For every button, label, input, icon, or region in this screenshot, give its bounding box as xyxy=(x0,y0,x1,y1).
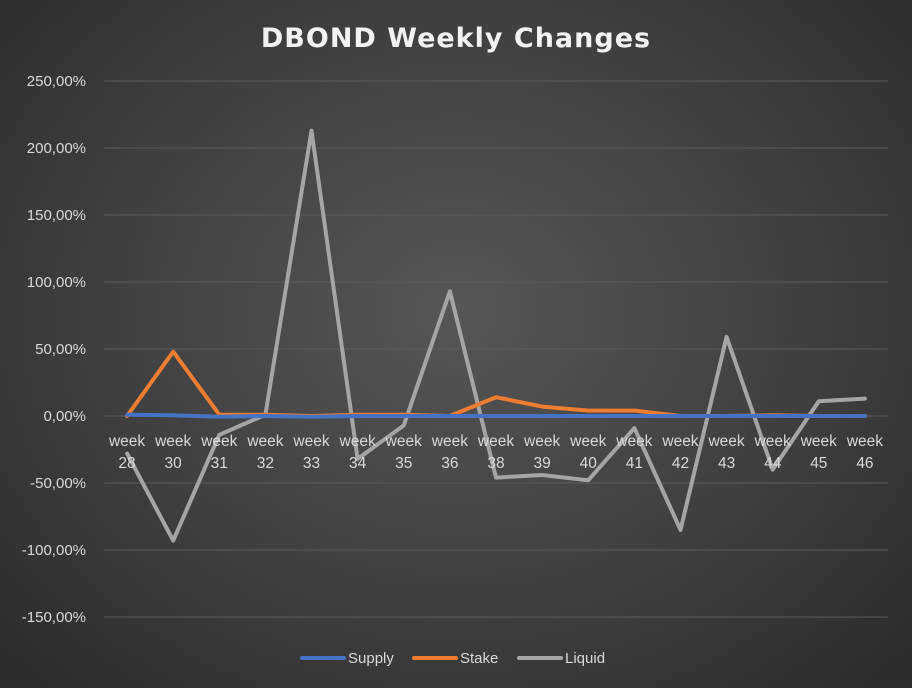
y-tick-label: -50,00% xyxy=(30,475,86,492)
x-tick-label: week 33 xyxy=(292,433,329,472)
x-tick-label: week 39 xyxy=(523,433,560,472)
x-tick-label: week 31 xyxy=(200,433,237,472)
legend-label-liquid: Liquid xyxy=(565,650,605,667)
y-axis-ticks: 250,00% 200,00% 150,00% 100,00% 50,00% 0,00% -… xyxy=(22,73,86,626)
x-tick-label: week 45 xyxy=(800,433,837,472)
x-tick-label: week 30 xyxy=(154,433,191,472)
chart-title: DBOND Weekly Changes xyxy=(261,23,651,54)
legend: Supply Stake Liquid xyxy=(300,650,605,667)
x-tick-label: week 40 xyxy=(569,433,606,472)
gridlines xyxy=(104,80,888,618)
series-line-supply xyxy=(125,412,867,419)
x-tick-label: week 44 xyxy=(754,433,791,472)
y-tick-label: 250,00% xyxy=(27,73,86,90)
series-line-liquid xyxy=(125,128,867,543)
series-lines xyxy=(125,128,867,543)
x-tick-label: week 36 xyxy=(431,433,468,472)
x-tick-label: week 35 xyxy=(385,433,422,472)
y-tick-label: -150,00% xyxy=(22,609,86,626)
x-tick-label: week 28 xyxy=(108,433,145,472)
y-tick-label: 0,00% xyxy=(43,408,86,425)
legend-label-supply: Supply xyxy=(348,650,394,667)
y-tick-label: 200,00% xyxy=(27,140,86,157)
y-tick-label: 100,00% xyxy=(27,274,86,291)
x-tick-label: week 32 xyxy=(246,433,283,472)
x-tick-label: week 43 xyxy=(707,433,744,472)
x-tick-label: week 41 xyxy=(615,433,652,472)
x-tick-label: week 38 xyxy=(477,433,514,472)
x-tick-label: week 46 xyxy=(846,433,883,472)
y-tick-label: -100,00% xyxy=(22,542,86,559)
y-tick-label: 50,00% xyxy=(35,341,86,358)
x-tick-label: week 34 xyxy=(339,433,376,472)
x-tick-label: week 42 xyxy=(661,433,698,472)
series-line-stake xyxy=(125,349,867,418)
legend-label-stake: Stake xyxy=(460,650,498,667)
y-tick-label: 150,00% xyxy=(27,207,86,224)
